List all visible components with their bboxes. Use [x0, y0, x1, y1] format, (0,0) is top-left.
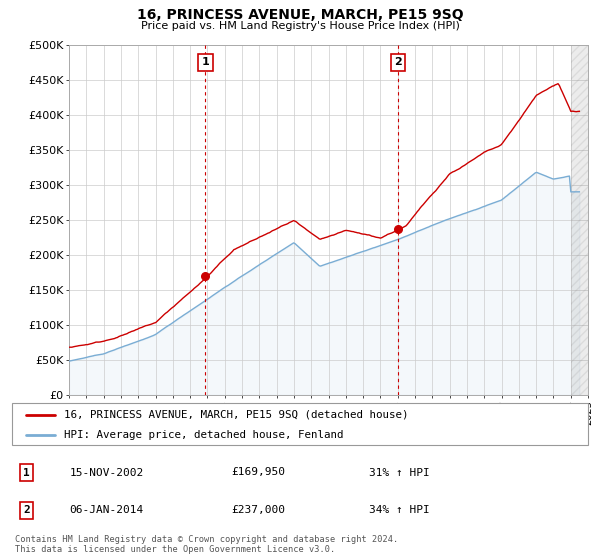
Text: 16, PRINCESS AVENUE, MARCH, PE15 9SQ: 16, PRINCESS AVENUE, MARCH, PE15 9SQ — [137, 8, 463, 22]
Point — [200, 272, 210, 281]
Text: 2: 2 — [23, 505, 30, 515]
Text: Price paid vs. HM Land Registry's House Price Index (HPI): Price paid vs. HM Land Registry's House … — [140, 21, 460, 31]
Text: Contains HM Land Registry data © Crown copyright and database right 2024.
This d: Contains HM Land Registry data © Crown c… — [15, 535, 398, 554]
Text: 2: 2 — [394, 57, 402, 67]
Text: 1: 1 — [202, 57, 209, 67]
Point — [394, 225, 403, 234]
Text: £169,950: £169,950 — [231, 468, 285, 478]
Text: 1: 1 — [23, 468, 30, 478]
Text: 06-JAN-2014: 06-JAN-2014 — [70, 505, 144, 515]
Text: HPI: Average price, detached house, Fenland: HPI: Average price, detached house, Fenl… — [64, 430, 343, 440]
Text: 34% ↑ HPI: 34% ↑ HPI — [369, 505, 430, 515]
Text: 16, PRINCESS AVENUE, MARCH, PE15 9SQ (detached house): 16, PRINCESS AVENUE, MARCH, PE15 9SQ (de… — [64, 410, 409, 420]
Text: 31% ↑ HPI: 31% ↑ HPI — [369, 468, 430, 478]
Text: 15-NOV-2002: 15-NOV-2002 — [70, 468, 144, 478]
Text: £237,000: £237,000 — [231, 505, 285, 515]
Bar — [571, 45, 588, 395]
